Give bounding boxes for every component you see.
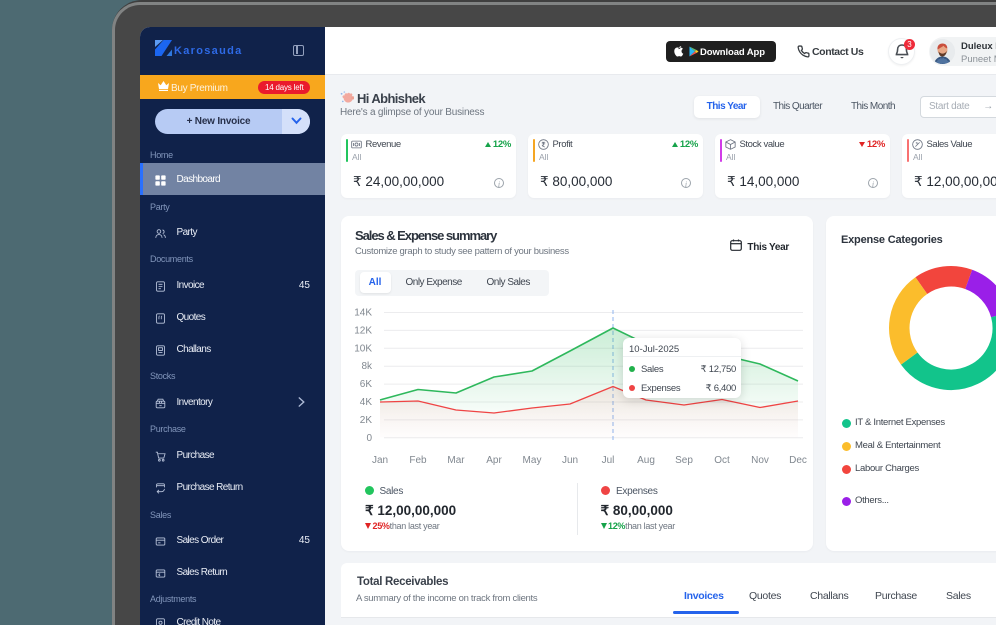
svg-text:Jun: Jun — [562, 455, 578, 466]
svg-text:8k: 8k — [361, 361, 373, 372]
svg-text:2K: 2K — [360, 415, 373, 426]
svg-text:Oct: Oct — [714, 455, 730, 466]
svg-text:Jul: Jul — [602, 455, 615, 466]
svg-text:10K: 10K — [354, 343, 372, 354]
svg-text:Jan: Jan — [372, 455, 388, 466]
svg-text:Sep: Sep — [675, 455, 693, 466]
svg-text:14K: 14K — [354, 308, 372, 319]
svg-text:May: May — [523, 455, 542, 466]
svg-text:12K: 12K — [354, 325, 372, 336]
svg-text:Aug: Aug — [637, 455, 655, 466]
svg-text:Dec: Dec — [789, 455, 807, 466]
svg-text:Mar: Mar — [447, 455, 465, 466]
svg-text:4K: 4K — [360, 397, 373, 408]
svg-text:6K: 6K — [360, 379, 373, 390]
svg-text:Feb: Feb — [409, 455, 427, 466]
svg-text:0: 0 — [366, 433, 372, 444]
svg-text:Nov: Nov — [751, 455, 769, 466]
svg-text:Apr: Apr — [486, 455, 502, 466]
